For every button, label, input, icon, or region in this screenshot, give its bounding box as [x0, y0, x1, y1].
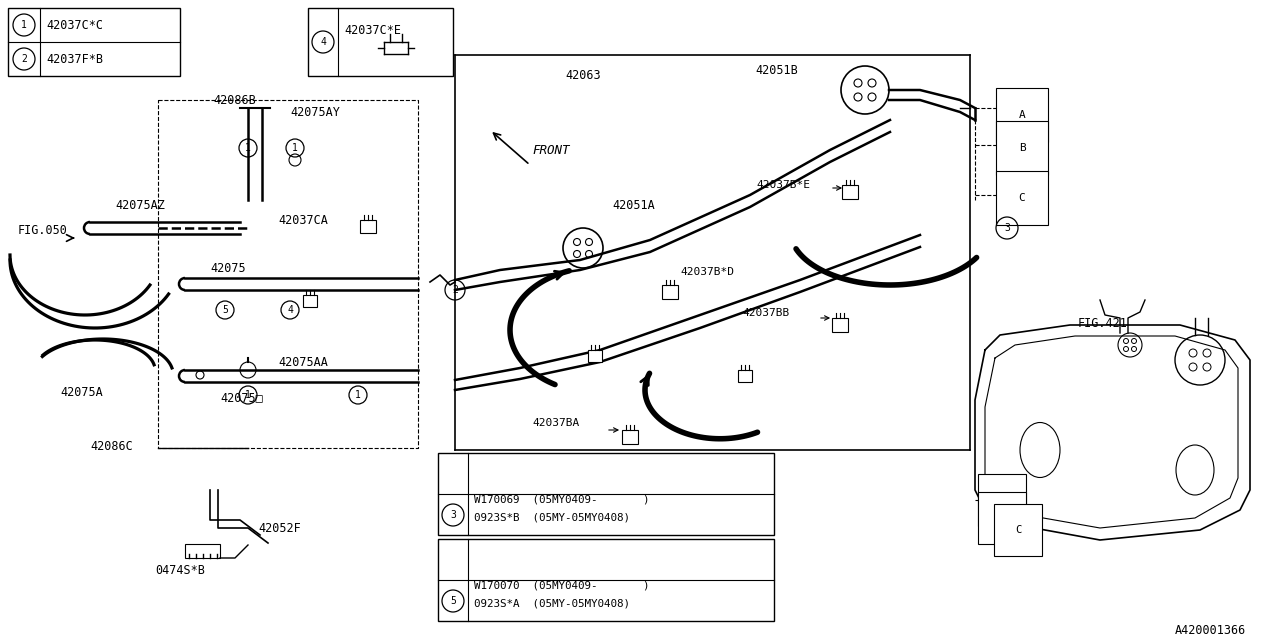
- Bar: [842, 185, 858, 199]
- Text: 3: 3: [451, 510, 456, 520]
- Bar: [438, 453, 774, 535]
- Text: 42037C*C: 42037C*C: [46, 19, 102, 31]
- Bar: [186, 544, 220, 558]
- Text: 42075AA: 42075AA: [278, 355, 328, 369]
- Text: FRONT: FRONT: [532, 143, 570, 157]
- Text: B: B: [998, 513, 1005, 523]
- Text: 2: 2: [20, 54, 27, 64]
- Text: 0923S*B  (05MY-05MY0408): 0923S*B (05MY-05MY0408): [474, 513, 630, 523]
- Text: FIG.050: FIG.050: [18, 223, 68, 237]
- Text: 1: 1: [355, 390, 361, 400]
- Text: 42075AZ: 42075AZ: [115, 198, 165, 211]
- Bar: [360, 220, 376, 233]
- Bar: [588, 350, 602, 362]
- Text: 42037B*D: 42037B*D: [680, 267, 733, 277]
- Text: 42051A: 42051A: [612, 198, 655, 211]
- Text: 1: 1: [20, 20, 27, 30]
- Text: 4: 4: [287, 305, 293, 315]
- Text: 3: 3: [1004, 223, 1010, 233]
- Text: W170069  (05MY0409-       ): W170069 (05MY0409- ): [474, 494, 649, 504]
- Text: W170070  (05MY0409-       ): W170070 (05MY0409- ): [474, 580, 649, 590]
- Text: 5: 5: [451, 596, 456, 606]
- Text: FIG.421: FIG.421: [1078, 317, 1128, 330]
- Text: 42075□: 42075□: [220, 392, 262, 404]
- Bar: [622, 430, 637, 444]
- Text: A: A: [998, 495, 1005, 505]
- Text: B: B: [1019, 143, 1025, 153]
- Bar: [739, 370, 753, 382]
- Text: 42052F: 42052F: [259, 522, 301, 534]
- Bar: [303, 295, 317, 307]
- Text: A420001366: A420001366: [1175, 623, 1247, 637]
- Text: 4: 4: [320, 37, 326, 47]
- Text: 42086C: 42086C: [90, 440, 133, 454]
- Text: 2: 2: [452, 285, 458, 295]
- Text: 42037F*B: 42037F*B: [46, 52, 102, 65]
- Text: 42086B: 42086B: [212, 93, 256, 106]
- Bar: [832, 318, 849, 332]
- Text: 1: 1: [244, 143, 251, 153]
- Text: A: A: [1019, 110, 1025, 120]
- Text: 42075: 42075: [210, 262, 246, 275]
- Text: 0923S*A  (05MY-05MY0408): 0923S*A (05MY-05MY0408): [474, 599, 630, 609]
- Text: 1: 1: [292, 143, 298, 153]
- Text: 42037BB: 42037BB: [742, 308, 790, 318]
- Bar: [8, 8, 180, 76]
- Bar: [662, 285, 678, 299]
- Text: 5: 5: [221, 305, 228, 315]
- Text: 42037CA: 42037CA: [278, 214, 328, 227]
- Bar: [308, 8, 453, 76]
- Text: C: C: [1015, 525, 1021, 535]
- Text: 42051B: 42051B: [755, 63, 797, 77]
- Bar: [438, 539, 774, 621]
- Text: C: C: [1019, 193, 1025, 203]
- Text: 0474S*B: 0474S*B: [155, 563, 205, 577]
- Text: 1: 1: [244, 390, 251, 400]
- Text: 42063: 42063: [564, 68, 600, 81]
- Text: 42075A: 42075A: [60, 387, 102, 399]
- Text: 42037BA: 42037BA: [532, 418, 580, 428]
- Text: 42075AY: 42075AY: [291, 106, 340, 118]
- Text: 42037C*E: 42037C*E: [344, 24, 401, 36]
- Text: 42037B*E: 42037B*E: [756, 180, 810, 190]
